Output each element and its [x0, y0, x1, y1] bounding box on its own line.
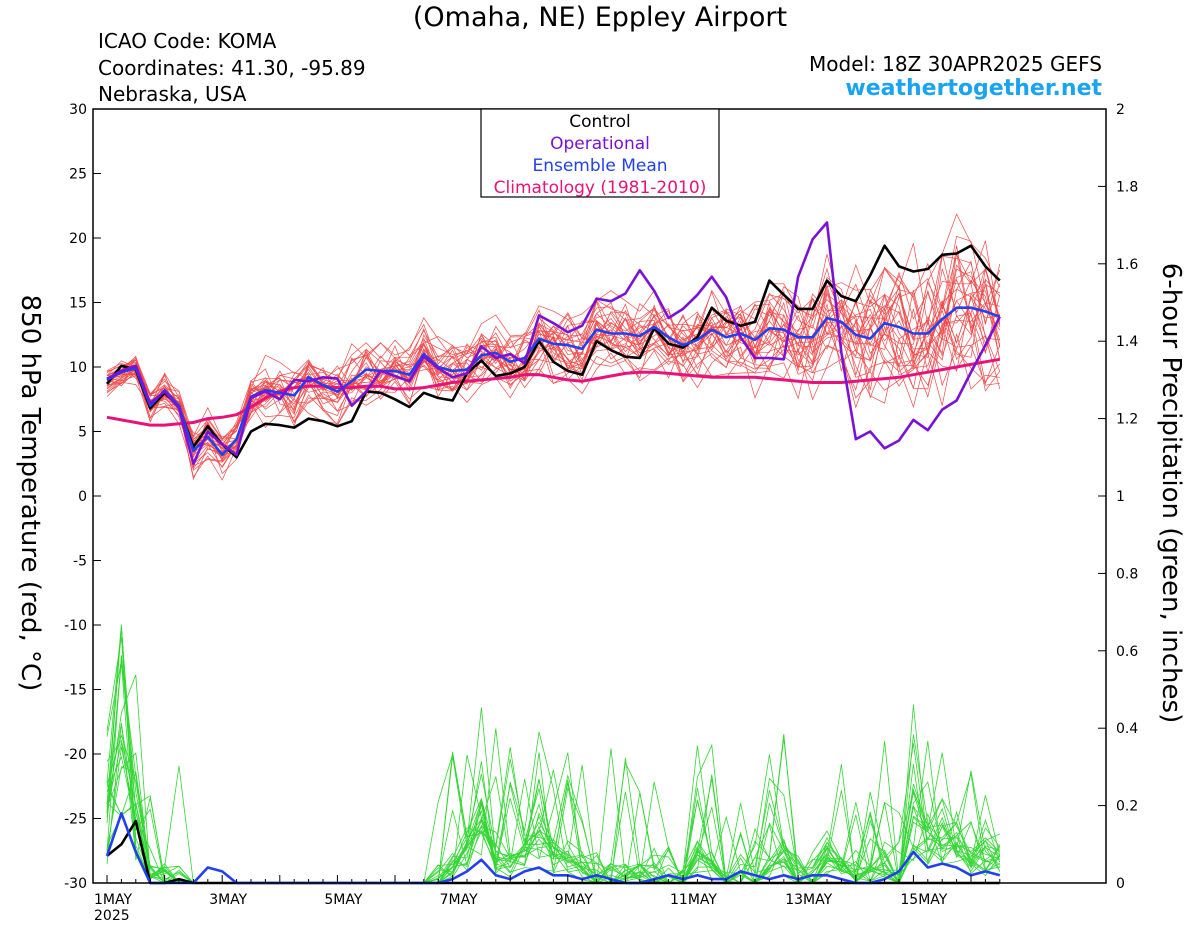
y-right-tick-label: 2: [1116, 102, 1125, 118]
precip-member-line: [106, 722, 1000, 883]
temp-control-line: [105, 244, 1001, 459]
y-left-tick-label: 15: [69, 296, 87, 312]
y-right-tick-label: 1.2: [1116, 412, 1138, 428]
y-right-tick-label: 1.6: [1116, 257, 1138, 273]
precip-member-line: [106, 747, 1001, 883]
y-left-tick-label: 20: [69, 231, 87, 247]
y-left-tick-label: 25: [69, 167, 87, 183]
precip-members: [106, 624, 1001, 883]
x-tick-label: 13MAY: [785, 892, 832, 908]
precip-member-line: [106, 674, 1001, 883]
precip-member-line: [106, 636, 1001, 883]
y-left-tick-label: 0: [78, 489, 87, 505]
x-tick-label: 15MAY: [900, 892, 947, 908]
climatology-line: [106, 357, 1001, 427]
y-right-tick-label: 0.2: [1116, 799, 1138, 815]
temp-member-line: [106, 279, 1001, 456]
website-link[interactable]: weathertogether.net: [845, 76, 1102, 101]
legend-control: Control: [569, 112, 630, 132]
y-left-tick-label: 5: [78, 425, 87, 441]
precip-member-line: [106, 628, 1001, 883]
y-left-tick-label: 10: [69, 360, 87, 376]
y-left-tick-label: -15: [64, 683, 87, 699]
legend-ensemble-mean: Ensemble Mean: [532, 156, 667, 176]
x-tick-label: 5MAY: [324, 892, 362, 908]
precip-member-line: [106, 655, 1001, 883]
y-left-tick-label: -20: [64, 747, 87, 763]
temp-operational-line: [106, 221, 1001, 466]
temp-member-line: [106, 283, 1001, 469]
legend-climatology: Climatology (1981-2010): [494, 178, 707, 198]
y-left-tick-label: -5: [73, 554, 87, 570]
x-tick-label: 1MAY: [94, 892, 132, 908]
temp-member-line: [106, 278, 1000, 447]
coordinates: Coordinates: 41.30, -95.89: [98, 56, 366, 80]
precip-member-line: [106, 723, 1000, 883]
precip-member-line: [106, 754, 1000, 883]
precip-member-line: [106, 731, 1000, 883]
y-right-tick-label: 0.6: [1116, 644, 1138, 660]
icao-code: ICAO Code: KOMA: [98, 29, 277, 53]
temp-member-line: [106, 271, 1001, 450]
y-left-tick-label: 30: [69, 102, 87, 118]
y-right-tick-label: 1.8: [1116, 179, 1138, 195]
temp-member-line: [106, 332, 1001, 481]
chart-title: (Omaha, NE) Eppley Airport: [412, 2, 788, 33]
plot-frame: [92, 108, 1107, 884]
legend-operational: Operational: [550, 134, 650, 154]
x-tick-label: 3MAY: [209, 892, 247, 908]
y-right-tick-label: 0.4: [1116, 721, 1138, 737]
y-right-tick-label: 1.4: [1116, 334, 1138, 350]
precip-member-line: [106, 624, 1001, 883]
temp-member-line: [106, 296, 1001, 462]
y-right-tick-label: 0: [1116, 876, 1125, 892]
x-tick-label: 7MAY: [440, 892, 478, 908]
y-left-tick-label: -25: [64, 812, 87, 828]
temp-member-line: [106, 316, 1000, 471]
precip-member-line: [106, 626, 1001, 883]
precip-member-line: [106, 660, 1001, 883]
x-tick-label: 11MAY: [670, 892, 717, 908]
y-left-tick-label: -30: [64, 876, 87, 892]
y-right-tick-label: 0.8: [1116, 566, 1138, 582]
model-run: Model: 18Z 30APR2025 GEFS: [809, 52, 1102, 76]
y-left-tick-label: -10: [64, 618, 87, 634]
x-tick-label: 9MAY: [555, 892, 593, 908]
region: Nebraska, USA: [98, 82, 247, 106]
x-tick-sublabel: 2025: [94, 908, 130, 924]
legend-box: [480, 108, 720, 198]
y-right-tick-label: 1: [1116, 489, 1125, 505]
